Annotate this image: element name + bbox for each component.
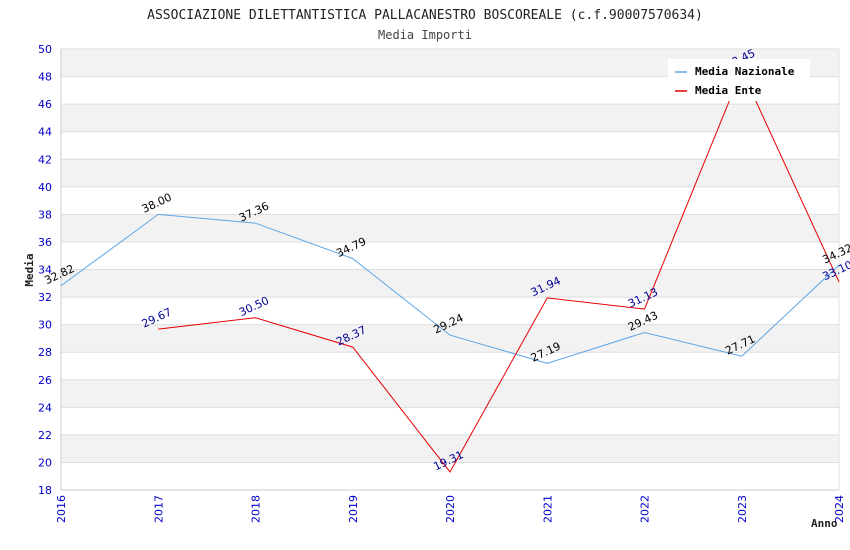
y-axis-ticks: 18 20 22 24 26 28 30 32 34 36 38 40 42 44 46 48 50 bbox=[38, 43, 52, 497]
y-tick-label: 32 bbox=[38, 291, 52, 304]
y-axis-label: Media bbox=[23, 253, 36, 286]
y-tick-label: 36 bbox=[38, 236, 52, 249]
legend-label-media-ente: Media Ente bbox=[695, 84, 762, 97]
y-tick-label: 26 bbox=[38, 374, 52, 387]
y-tick-label: 18 bbox=[38, 484, 52, 497]
legend-label-media-nazionale: Media Nazionale bbox=[695, 65, 795, 78]
x-axis-ticks: 2016 2017 2018 2019 2020 2021 2022 2023 2024 bbox=[55, 495, 846, 523]
grid-band bbox=[61, 104, 839, 132]
y-tick-label: 42 bbox=[38, 153, 52, 166]
y-tick-label: 40 bbox=[38, 181, 52, 194]
grid-band bbox=[61, 159, 839, 187]
grid-band bbox=[61, 186, 839, 215]
grid-band bbox=[61, 214, 839, 242]
grid-band bbox=[61, 352, 839, 380]
legend-box bbox=[668, 59, 810, 101]
grid-band bbox=[61, 434, 839, 463]
y-tick-label: 34 bbox=[38, 264, 52, 277]
y-tick-label: 50 bbox=[38, 43, 52, 56]
grid-band bbox=[61, 297, 839, 325]
y-tick-label: 38 bbox=[38, 208, 52, 221]
series-line-media-nazionale bbox=[60, 213, 840, 364]
x-axis-label: Anno bbox=[811, 517, 838, 530]
y-tick-label: 44 bbox=[38, 126, 52, 139]
y-tick-label: 22 bbox=[38, 429, 52, 442]
x-tick-label: 2022 bbox=[639, 495, 652, 523]
grid-lines bbox=[61, 48, 839, 491]
series-line-media-ente bbox=[158, 69, 840, 473]
x-tick-label: 2020 bbox=[444, 495, 457, 523]
x-tick-label: 2016 bbox=[55, 495, 68, 523]
x-tick-label: 2021 bbox=[541, 495, 554, 523]
y-tick-label: 46 bbox=[38, 98, 52, 111]
plot-frame bbox=[60, 49, 840, 491]
y-tick-label: 20 bbox=[38, 456, 52, 469]
grid-band bbox=[61, 379, 839, 408]
chart-title: ASSOCIAZIONE DILETTANTISTICA PALLACANEST… bbox=[147, 8, 703, 23]
x-tick-label: 2019 bbox=[347, 495, 360, 523]
x-tick-label: 2023 bbox=[736, 495, 749, 523]
y-tick-label: 28 bbox=[38, 346, 52, 359]
x-tick-label: 2017 bbox=[152, 495, 165, 523]
chart-subtitle: Media Importi bbox=[378, 28, 472, 42]
grid-band bbox=[61, 131, 839, 160]
grid-band bbox=[61, 324, 839, 353]
grid-band bbox=[61, 407, 839, 435]
grid-band bbox=[61, 269, 839, 298]
y-tick-label: 30 bbox=[38, 319, 52, 332]
grid-bands bbox=[61, 49, 839, 490]
series-lines bbox=[60, 69, 840, 473]
y-tick-label: 48 bbox=[38, 71, 52, 84]
grid-band bbox=[61, 462, 839, 490]
grid-band bbox=[61, 241, 839, 270]
y-tick-label: 24 bbox=[38, 401, 52, 414]
legend: Media Nazionale Media Ente bbox=[668, 59, 810, 101]
x-tick-label: 2024 bbox=[833, 495, 846, 523]
x-tick-label: 2018 bbox=[250, 495, 263, 523]
